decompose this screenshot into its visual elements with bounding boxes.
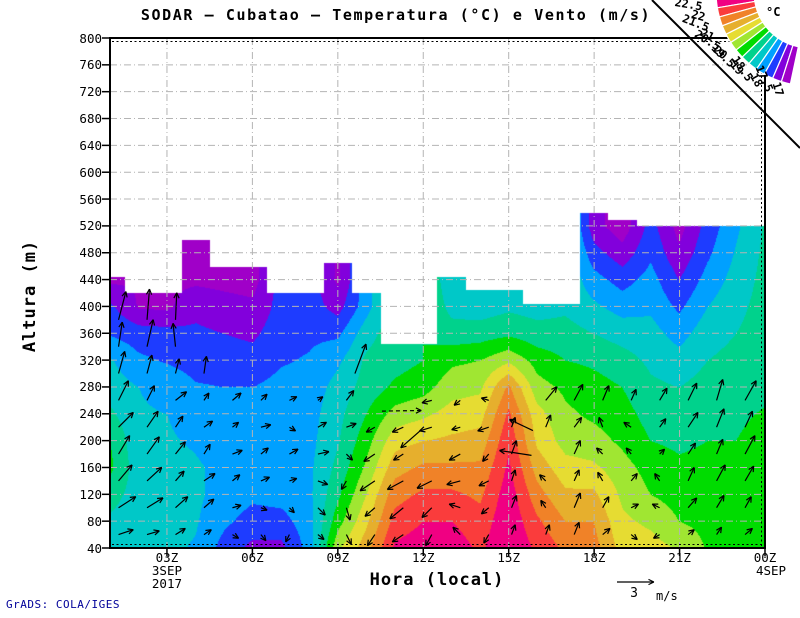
y-tick-label: 320: [79, 352, 102, 368]
y-tick-label: 680: [79, 111, 102, 127]
colorbar-tick-label: 18: [747, 71, 766, 90]
colorbar-unit-label: °C: [766, 5, 781, 19]
x-date-label: 3SEP: [151, 563, 182, 578]
y-tick-label: 720: [79, 84, 102, 100]
colorbar-tick-label: 17: [769, 80, 787, 98]
x-tick-label: 15Z: [497, 550, 520, 565]
gridlines: [110, 38, 765, 548]
chart-title: SODAR – Cubatao – Temperatura (°C) e Ven…: [140, 6, 652, 24]
colorbar-wedge: [780, 44, 800, 85]
colorbar-tick-label: 22: [690, 7, 707, 24]
x-tick-label: 12Z: [411, 550, 435, 565]
x-date-label: 4SEP: [755, 563, 787, 578]
y-tick-label: 800: [79, 30, 102, 46]
y-tick-label: 520: [79, 218, 102, 234]
colorbar-tick-label: 21: [698, 25, 717, 44]
x-tick-label: 06Z: [241, 550, 264, 565]
y-tick-label: 480: [79, 245, 102, 261]
y-tick-label: 360: [79, 325, 102, 341]
x-tick-label: 03Z: [155, 550, 179, 565]
y-tick-label: 160: [79, 459, 102, 475]
x-tick-label: 21Z: [668, 550, 691, 565]
y-tick-label: 80: [86, 513, 102, 529]
x-tick-label: 00Z: [753, 550, 777, 565]
wind-scale-arrow: [617, 578, 655, 586]
y-tick-label: 400: [79, 298, 102, 314]
x-tick-label: 09Z: [326, 550, 350, 565]
y-tick-label: 240: [79, 406, 102, 422]
y-tick-label: 640: [79, 137, 102, 153]
colorbar-tick-label: 20: [711, 43, 731, 63]
temperature-field-canvas: [110, 38, 765, 548]
y-tick-label: 280: [79, 379, 102, 395]
y-tick-label: 600: [79, 164, 102, 180]
grads-credit: GrADS: COLA/IGES: [6, 598, 120, 611]
y-tick-label: 760: [79, 57, 102, 73]
wind-scale-value: 3: [630, 586, 638, 601]
y-tick-label: 120: [79, 486, 102, 502]
corner-diagonal-line: [651, 0, 800, 149]
x-tick-label: 18Z: [582, 550, 606, 565]
y-tick-label: 560: [79, 191, 102, 207]
y-tick-label: 200: [79, 433, 102, 449]
x-date-label: 2017: [151, 576, 182, 591]
y-tick-label: 440: [79, 272, 102, 288]
y-tick-label: 40: [86, 540, 102, 556]
wind-vectors: [117, 288, 757, 547]
axis-ticks: [102, 37, 766, 556]
wind-scale-unit: m/s: [656, 589, 678, 603]
plot-frame: [109, 37, 766, 549]
x-axis-title: Hora (local): [369, 570, 505, 590]
